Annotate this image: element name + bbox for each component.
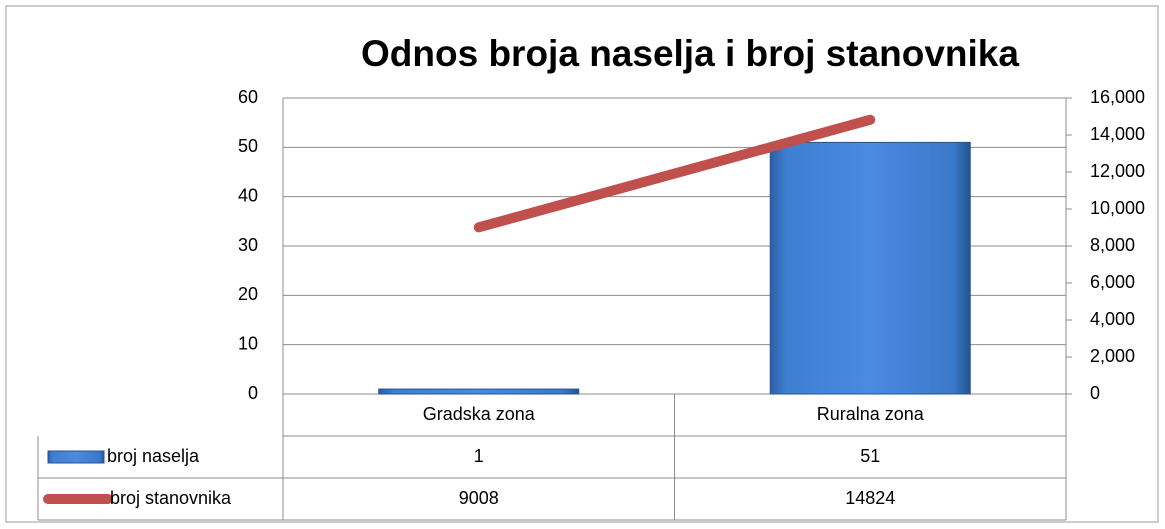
y-tick-label: 60 (238, 87, 258, 107)
chart-title: Odnos broja naselja i broj stanovnika (361, 33, 1019, 74)
y2-tick-label: 12,000 (1090, 161, 1145, 181)
table-value: 1 (474, 446, 484, 466)
y-tick-label: 40 (238, 185, 258, 205)
y2-tick-label: 16,000 (1090, 87, 1145, 107)
table-value: 14824 (845, 488, 895, 508)
y2-tick-label: 2,000 (1090, 346, 1135, 366)
x-tick-label: Ruralna zona (817, 404, 925, 424)
y-tick-label: 0 (248, 383, 258, 403)
y2-tick-label: 8,000 (1090, 235, 1135, 255)
y2-tick-label: 0 (1090, 383, 1100, 403)
y2-tick-label: 14,000 (1090, 124, 1145, 144)
x-tick-label: Gradska zona (423, 404, 536, 424)
y-tick-label: 50 (238, 136, 258, 156)
legend-key (47, 450, 105, 464)
y-tick-label: 30 (238, 235, 258, 255)
y2-tick-label: 10,000 (1090, 198, 1145, 218)
table-value: 51 (860, 446, 880, 466)
bar (378, 388, 580, 395)
y-tick-label: 20 (238, 284, 258, 304)
chart-border (5, 5, 1159, 523)
bar (769, 141, 971, 395)
legend-label: broj naselja (107, 446, 200, 466)
y-tick-label: 10 (238, 333, 258, 353)
y2-tick-label: 4,000 (1090, 309, 1135, 329)
line-series (473, 114, 876, 233)
y2-tick-label: 6,000 (1090, 272, 1135, 292)
legend-label: broj stanovnika (110, 488, 232, 508)
table-value: 9008 (459, 488, 499, 508)
